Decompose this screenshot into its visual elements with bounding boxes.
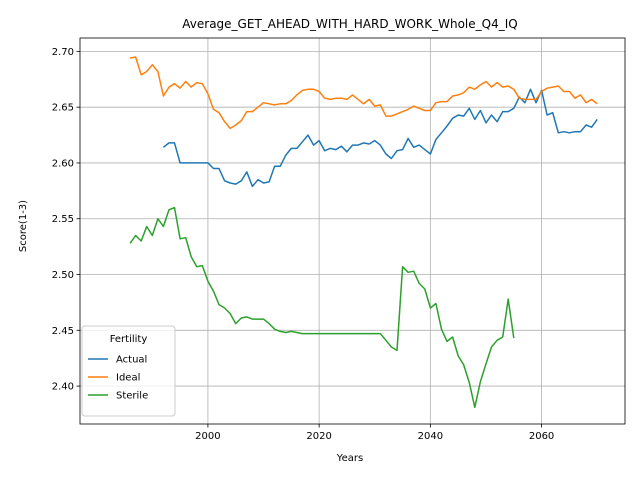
legend-box xyxy=(81,325,176,417)
legend-title: Fertility xyxy=(110,334,148,345)
legend-label-sterile: Sterile xyxy=(116,391,148,402)
y-tick-label: 2.65 xyxy=(52,103,74,114)
y-axis-title: Score(1-3) xyxy=(18,200,29,252)
series-line-ideal xyxy=(129,56,598,130)
y-tick-label: 2.60 xyxy=(52,158,74,169)
x-axis-title: Years xyxy=(336,453,363,464)
axes-frame xyxy=(79,37,626,425)
legend-label-actual: Actual xyxy=(116,355,147,366)
legend: Fertility Actual Ideal Sterile xyxy=(81,325,176,417)
chart-title: Average_GET_AHEAD_WITH_HARD_WORK_Whole_Q… xyxy=(182,17,517,31)
y-tick-label: 2.70 xyxy=(52,47,74,58)
x-tick-label: 2040 xyxy=(418,431,443,442)
series-line-actual xyxy=(162,88,598,188)
y-tick-label: 2.40 xyxy=(52,382,74,393)
x-tick-label: 2000 xyxy=(195,431,220,442)
x-tick-label: 2020 xyxy=(306,431,331,442)
y-tick-label: 2.55 xyxy=(52,214,74,225)
x-tick-label: 2060 xyxy=(529,431,554,442)
y-tick-label: 2.50 xyxy=(52,270,74,281)
legend-label-ideal: Ideal xyxy=(116,373,140,384)
plot-area: 2000 2020 2040 2060 2.40 2.45 2.50 2.55 2.60 2.65… xyxy=(52,37,626,442)
series-line-sterile xyxy=(129,206,515,409)
y-tick-label: 2.45 xyxy=(52,326,74,337)
